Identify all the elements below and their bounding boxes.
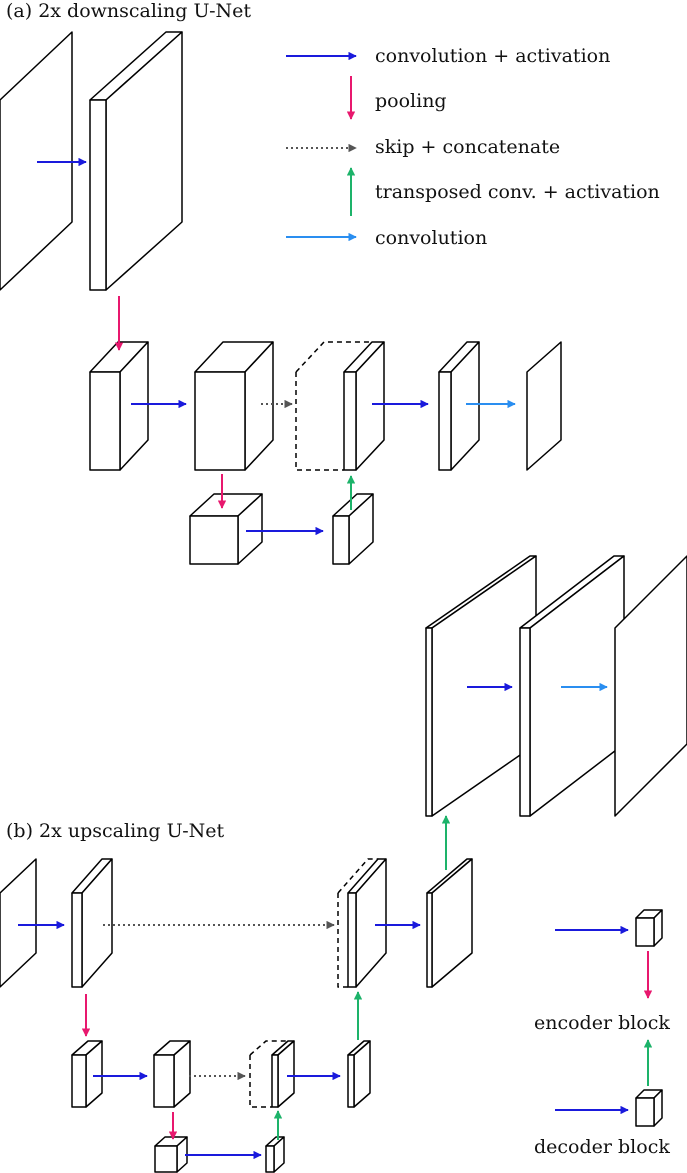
b-enc-small-2 bbox=[153, 1040, 191, 1108]
legend-label-convolution: convolution bbox=[375, 227, 488, 249]
a-dec-block-2 bbox=[438, 341, 480, 471]
b-bottleneck bbox=[154, 1136, 188, 1173]
legend-label-pooling: pooling bbox=[375, 90, 447, 112]
encoder-legend-block bbox=[635, 909, 663, 947]
legend-label-transposed: transposed conv. + activation bbox=[375, 181, 660, 203]
b-input-plane bbox=[0, 858, 37, 988]
b-bottleneck-up bbox=[265, 1136, 285, 1173]
panel-a-title: (a) 2x downscaling U-Net bbox=[6, 0, 252, 22]
decoder-block-label: decoder block bbox=[534, 1136, 670, 1158]
b-dec-block-2 bbox=[426, 858, 473, 988]
b-dec-small-2 bbox=[347, 1040, 371, 1108]
a-bottleneck-up bbox=[332, 493, 374, 565]
a-output-plane bbox=[526, 341, 562, 471]
decoder-legend-block bbox=[635, 1089, 663, 1127]
legend-label-skip: skip + concatenate bbox=[375, 136, 561, 158]
a-input-plane bbox=[0, 31, 73, 291]
a-conv1-block bbox=[89, 31, 183, 291]
encoder-block-label: encoder block bbox=[534, 1012, 670, 1034]
a-enc-block bbox=[89, 341, 149, 471]
a-enc-block-2 bbox=[194, 341, 274, 471]
b-enc-small bbox=[71, 1040, 103, 1108]
a-dec-block bbox=[343, 341, 385, 471]
panel-b-title: (b) 2x upscaling U-Net bbox=[6, 820, 225, 842]
a-bottleneck bbox=[189, 493, 263, 565]
b-dec-small bbox=[271, 1040, 295, 1108]
b-enc-block bbox=[71, 858, 113, 988]
b-dec-block bbox=[347, 858, 387, 988]
b-output-plane bbox=[614, 555, 687, 817]
legend-label-conv-activation: convolution + activation bbox=[375, 45, 611, 67]
